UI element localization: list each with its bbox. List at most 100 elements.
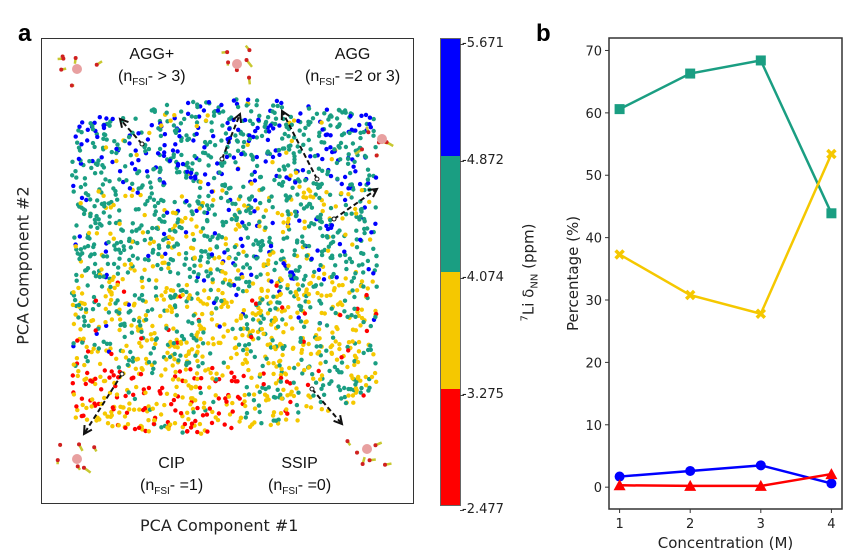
scatter-point	[179, 194, 185, 199]
scatter-point	[207, 139, 213, 145]
scatter-point	[93, 298, 99, 303]
scatter-point	[110, 159, 115, 165]
scatter-point	[311, 195, 316, 200]
data-point	[755, 55, 766, 66]
scatter-point	[327, 381, 332, 386]
scatter-point	[219, 163, 225, 168]
scatter-point	[189, 385, 194, 390]
scatter-point	[350, 141, 356, 146]
scatter-point	[347, 290, 352, 295]
scatter-point	[142, 212, 147, 218]
scatter-point	[344, 259, 349, 264]
scatter-point	[197, 194, 202, 199]
scatter-point	[308, 120, 313, 125]
scatter-point	[317, 321, 322, 326]
scatter-point	[73, 169, 78, 174]
scatter-point	[353, 128, 358, 133]
scatter-point	[338, 312, 343, 318]
scatter-point	[114, 158, 119, 164]
scatter-point	[200, 361, 205, 366]
scatter-point	[301, 190, 307, 195]
scatter-point	[189, 209, 194, 214]
scatter-point	[175, 345, 180, 350]
scatter-point	[336, 107, 342, 113]
scatter-point	[296, 268, 301, 273]
scatter-point	[81, 314, 86, 319]
scatter-point	[130, 355, 136, 361]
scatter-point	[302, 225, 307, 231]
scatter-point	[190, 231, 195, 237]
scatter-point	[120, 277, 125, 282]
scatter-point	[161, 213, 166, 218]
scatter-point	[244, 253, 249, 258]
scatter-point	[133, 207, 139, 212]
scatter-point	[197, 421, 203, 427]
scatter-point	[70, 159, 75, 164]
scatter-point	[162, 150, 167, 155]
y-tick-label: 20	[585, 356, 602, 371]
scatter-point	[333, 204, 338, 209]
scatter-point	[143, 149, 148, 154]
scatter-point	[252, 406, 258, 411]
scatter-point	[271, 394, 277, 400]
scatter-point	[359, 250, 364, 256]
scatter-point	[157, 146, 163, 152]
scatter-point	[180, 161, 186, 167]
scatter-point	[268, 243, 274, 249]
scatter-point	[359, 385, 364, 391]
scatter-point	[205, 219, 210, 224]
scatter-point	[353, 314, 358, 319]
scatter-point	[139, 336, 144, 341]
scatter-point	[246, 367, 251, 373]
scatter-point	[267, 239, 272, 244]
scatter-point	[226, 255, 231, 261]
scatter-point	[102, 368, 107, 373]
scatter-point	[117, 256, 122, 261]
scatter-point	[250, 281, 256, 286]
scatter-point	[324, 348, 329, 353]
scatter-point	[121, 289, 127, 294]
scatter-point	[130, 221, 135, 226]
scatter-point	[363, 154, 369, 160]
scatter-point	[173, 408, 178, 413]
scatter-point	[255, 206, 260, 211]
scatter-point	[343, 276, 348, 281]
scatter-point	[353, 382, 358, 387]
scatter-point	[246, 196, 252, 201]
scatter-point	[109, 369, 114, 374]
scatter-point	[101, 254, 106, 259]
scatter-point	[196, 319, 202, 324]
scatter-point	[103, 249, 109, 254]
scatter-point	[98, 374, 103, 379]
scatter-point	[279, 396, 284, 401]
scatter-point	[180, 430, 185, 435]
scatter-point	[92, 144, 97, 150]
scatter-point	[315, 215, 320, 220]
scatter-point	[358, 323, 363, 328]
scatter-point	[191, 237, 197, 243]
scatter-point	[326, 244, 331, 249]
scatter-point	[226, 207, 231, 213]
scatter-point	[242, 117, 248, 123]
scatter-point	[367, 115, 373, 120]
scatter-point	[364, 328, 370, 334]
scatter-point	[303, 273, 308, 279]
plot-frame	[608, 37, 843, 510]
scatter-point	[340, 216, 345, 221]
scatter-point	[292, 252, 297, 258]
scatter-point	[131, 392, 136, 397]
scatter-point	[239, 151, 244, 157]
scatter-point	[103, 294, 108, 299]
scatter-point	[107, 179, 112, 184]
scatter-point	[157, 216, 162, 222]
scatter-point	[306, 224, 312, 229]
scatter-point	[282, 131, 287, 137]
scatter-point	[88, 197, 93, 202]
y-tick-label: 10	[585, 419, 602, 434]
scatter-point	[122, 262, 128, 267]
scatter-point	[171, 326, 176, 331]
scatter-point	[352, 362, 357, 368]
scatter-point	[84, 405, 89, 411]
scatter-point	[79, 413, 84, 419]
scatter-point	[224, 300, 229, 305]
